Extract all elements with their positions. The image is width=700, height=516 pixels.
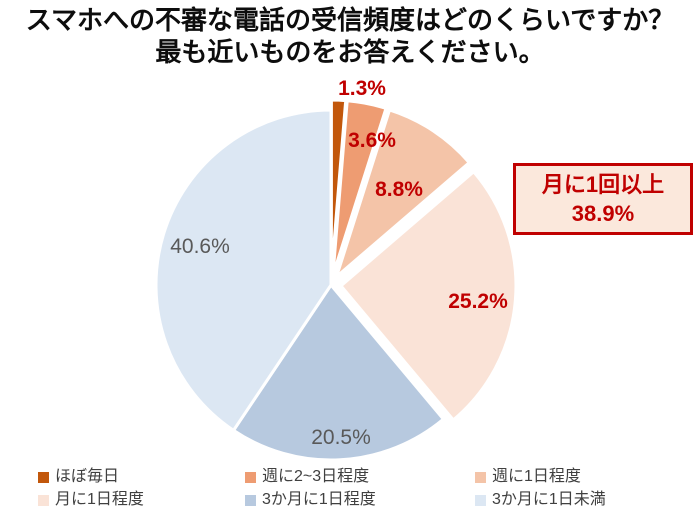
legend-swatch xyxy=(38,494,49,506)
legend-label: 3か月に1日程度 xyxy=(262,491,376,508)
chart-title: スマホへの不審な電話の受信頻度はどのくらいですか？ 最も近いものをお答えください… xyxy=(0,4,700,68)
pie-slice-4 xyxy=(231,282,446,462)
data-label-0: 1.3% xyxy=(338,77,386,100)
pie-slice-3 xyxy=(338,169,518,423)
pie-slice-0 xyxy=(329,98,348,276)
legend-label: 週に1日程度 xyxy=(492,468,581,485)
chart-title-line2: 最も近いものをお答えください。 xyxy=(155,37,545,67)
legend-swatch xyxy=(475,471,486,483)
data-label-1: 3.6% xyxy=(348,129,396,152)
legend-item-2: 週に1日程度 xyxy=(475,467,581,487)
legend-label: ほぼ毎日 xyxy=(55,468,120,485)
chart-title-line1: スマホへの不審な電話の受信頻度はどのくらいですか？ xyxy=(25,5,675,35)
data-label-3: 25.2% xyxy=(448,290,508,313)
legend-item-4: 3か月に1日程度 xyxy=(245,490,376,510)
legend-swatch xyxy=(245,494,256,506)
legend-swatch xyxy=(475,494,486,506)
pie-slice-2 xyxy=(333,108,472,282)
legend-label: 月に1日程度 xyxy=(55,491,144,508)
data-label-4: 20.5% xyxy=(311,426,371,449)
data-label-2: 8.8% xyxy=(375,178,423,201)
legend-item-0: ほぼ毎日 xyxy=(38,467,119,487)
legend-label: 週に2~3日程度 xyxy=(262,468,370,485)
legend-swatch xyxy=(38,471,49,483)
pie-slice-5 xyxy=(154,108,333,433)
pie-slice-1 xyxy=(331,99,388,276)
callout-box: 月に1回以上 38.9% xyxy=(513,163,693,235)
legend-label: 3か月に1日未満 xyxy=(492,491,606,508)
callout-line1: 月に1回以上 xyxy=(541,172,665,197)
legend-swatch xyxy=(245,471,256,483)
legend-item-3: 月に1日程度 xyxy=(38,490,144,510)
data-label-5: 40.6% xyxy=(170,235,230,258)
callout-line2: 38.9% xyxy=(571,201,635,226)
legend-item-1: 週に2~3日程度 xyxy=(245,467,369,487)
legend-item-5: 3か月に1日未満 xyxy=(475,490,606,510)
